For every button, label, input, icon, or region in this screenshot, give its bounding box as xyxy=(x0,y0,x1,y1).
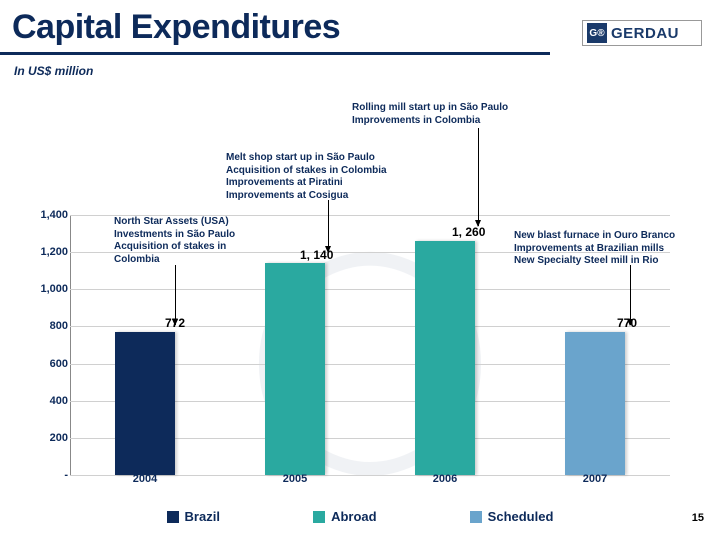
bar-value-label: 1, 260 xyxy=(452,225,485,239)
y-tick-label: 400 xyxy=(50,395,68,407)
bar-value-label: 1, 140 xyxy=(300,248,333,262)
legend-label: Scheduled xyxy=(488,509,554,524)
title-underline xyxy=(0,52,550,55)
x-tick-label: 2004 xyxy=(105,473,185,485)
annotation-2006: Rolling mill start up in São PauloImprov… xyxy=(352,102,508,127)
y-tick-label: 600 xyxy=(50,358,68,370)
bar-group xyxy=(405,215,485,475)
legend-item: Brazil xyxy=(167,509,220,524)
legend-swatch xyxy=(167,511,179,523)
x-axis-labels: 2004 2005 2006 2007 xyxy=(70,473,670,485)
y-tick-label: - xyxy=(64,469,68,481)
y-tick-label: 1,200 xyxy=(40,246,68,258)
brand-logo: G® GERDAU xyxy=(582,20,702,46)
legend-item: Abroad xyxy=(313,509,377,524)
bar xyxy=(565,332,625,475)
legend-item: Scheduled xyxy=(470,509,554,524)
bar xyxy=(115,332,175,475)
arrow-icon xyxy=(328,200,329,252)
legend-label: Abroad xyxy=(331,509,377,524)
logo-text: GERDAU xyxy=(611,25,679,42)
page-number: 15 xyxy=(692,512,704,524)
page-title: Capital Expenditures xyxy=(12,8,340,47)
legend-label: Brazil xyxy=(185,509,220,524)
y-tick-label: 1,000 xyxy=(40,283,68,295)
subtitle: In US$ million xyxy=(14,64,93,78)
logo-icon: G® xyxy=(587,23,607,43)
annotation-2004: North Star Assets (USA)Investments in Sã… xyxy=(114,216,235,266)
annotation-2005: Melt shop start up in São PauloAcquisiti… xyxy=(226,152,387,202)
x-tick-label: 2007 xyxy=(555,473,635,485)
arrow-icon xyxy=(478,128,479,226)
x-tick-label: 2006 xyxy=(405,473,485,485)
annotation-2007: New blast furnace in Ouro BrancoImprovem… xyxy=(514,230,675,268)
bar-value-label: 770 xyxy=(617,316,637,330)
legend-swatch xyxy=(313,511,325,523)
bar-value-label: 772 xyxy=(165,316,185,330)
legend-swatch xyxy=(470,511,482,523)
x-tick-label: 2005 xyxy=(255,473,335,485)
bar xyxy=(265,263,325,475)
y-axis-labels: -2004006008001,0001,2001,400 xyxy=(20,215,68,475)
y-tick-label: 1,400 xyxy=(40,209,68,221)
y-tick-label: 800 xyxy=(50,320,68,332)
legend: Brazil Abroad Scheduled xyxy=(120,509,600,524)
y-tick-label: 200 xyxy=(50,432,68,444)
bar xyxy=(415,241,475,475)
